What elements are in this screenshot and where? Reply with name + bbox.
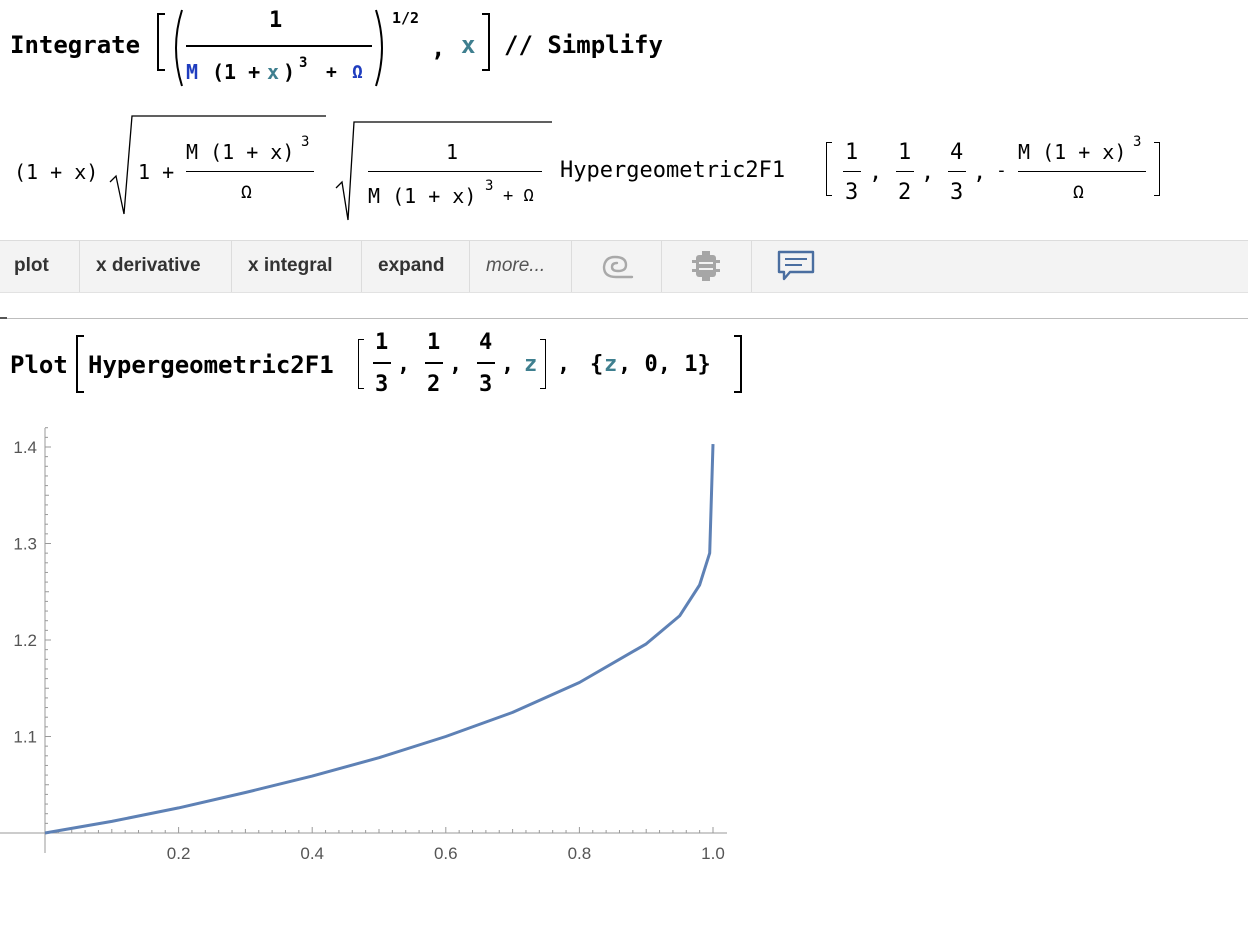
hyper-open-bracket: [826, 142, 832, 196]
y-tick-label: 1.4: [13, 438, 37, 457]
arg1-denominator: 3: [845, 180, 859, 205]
arg1-bar: [843, 171, 861, 172]
sqrt2-numerator: 1: [446, 140, 459, 164]
comma-1: ,: [869, 160, 883, 185]
sqrt1-denominator: Ω: [241, 182, 252, 203]
plot-arg2-denominator: 2: [427, 372, 441, 397]
plot-arg1-bar: [373, 362, 391, 364]
hypergeometric-function: Hypergeometric2F1: [560, 158, 786, 183]
plot-comma-2: ,: [449, 352, 463, 377]
x-tick-label: 1.0: [701, 844, 725, 863]
plot-arg3-denominator: 3: [479, 372, 493, 397]
minus-sign: -: [996, 160, 1007, 181]
plot-arg1-denominator: 3: [375, 372, 389, 397]
wolfram-spiral-icon: [602, 255, 634, 279]
plot-output[interactable]: 0.2 0.4 0.6 0.8 1.0 1.1 1.2 1.3 1.4: [0, 420, 760, 880]
plot-function: Plot: [10, 351, 68, 379]
x-tick-label: 0.4: [300, 844, 324, 863]
power-exponent: 1/2: [392, 9, 420, 27]
inner-open-bracket: [358, 339, 364, 389]
x-integral-button[interactable]: x integral: [232, 241, 362, 292]
sqrt-sign-2: [335, 121, 552, 221]
plot-variable: z: [524, 352, 538, 377]
plot-arg3-bar: [477, 362, 495, 364]
y-tick-label: 1.3: [13, 535, 37, 554]
plot-comma-4: ,: [557, 352, 571, 377]
plot-comma-3: ,: [501, 352, 515, 377]
integrand-numerator: 1: [269, 8, 283, 33]
plot-arg2-numerator: 1: [427, 330, 441, 355]
x-tick-label: 0.2: [167, 844, 191, 863]
denominator-plus: +: [326, 62, 337, 83]
arg3-numerator: 4: [950, 140, 964, 165]
denominator-close: ): [283, 60, 296, 84]
suggestions-bar: plot x derivative x integral expand more…: [0, 240, 1248, 293]
wolfram-spiral-button[interactable]: [572, 241, 662, 292]
sqrt1-lead: 1 +: [138, 160, 175, 184]
hyper-close-bracket: [1154, 142, 1160, 196]
sqrt1-numerator: M (1 + x): [186, 140, 295, 164]
settings-icon: [692, 251, 720, 281]
sqrt2-fraction-bar: [368, 171, 542, 172]
open-paren: [175, 9, 183, 87]
arg3-denominator: 3: [950, 180, 964, 205]
arg4-numerator: M (1 + x): [1018, 140, 1127, 164]
more-button[interactable]: more...: [470, 241, 572, 292]
arg1-numerator: 1: [845, 140, 859, 165]
plot-inner-function: Hypergeometric2F1: [88, 351, 334, 379]
arg2-numerator: 1: [898, 140, 912, 165]
plot-open-bracket: [76, 335, 84, 393]
sqrt1-fraction-bar: [186, 171, 314, 172]
x-tick-label: 0.6: [434, 844, 458, 863]
open-bracket: [157, 13, 165, 71]
cell-insertion-marker[interactable]: [0, 317, 7, 319]
plot-button[interactable]: plot: [0, 241, 80, 292]
comma-2: ,: [921, 160, 935, 185]
arg2-bar: [896, 171, 914, 172]
series-line: [44, 444, 715, 835]
range-variable: z: [604, 352, 618, 377]
cell-divider: [0, 318, 1248, 319]
arg-comma: ,: [431, 34, 446, 62]
symbol-M: M: [186, 60, 199, 84]
sqrt2-exponent: 3: [485, 178, 494, 194]
settings-button[interactable]: [662, 241, 752, 292]
factor-one-plus-x: (1 + x): [14, 160, 99, 184]
comment-icon: [777, 250, 815, 281]
symbol-x: x: [267, 60, 280, 84]
arg3-bar: [948, 171, 966, 172]
comment-button[interactable]: [752, 241, 842, 291]
integration-variable: x: [461, 31, 476, 59]
integrate-function: Integrate: [10, 31, 141, 59]
arg4-exponent: 3: [1133, 134, 1142, 150]
denominator-paren: (1 +: [212, 60, 261, 84]
sqrt-sign-1: [109, 115, 326, 215]
x-derivative-button[interactable]: x derivative: [80, 241, 232, 292]
sqrt2-denominator: M (1 + x): [368, 184, 477, 208]
plot-arg2-bar: [425, 362, 443, 364]
expand-button[interactable]: expand: [362, 241, 470, 292]
x-tick-label: 0.8: [568, 844, 592, 863]
symbol-omega: Ω: [352, 62, 363, 83]
denominator-exponent: 3: [299, 55, 308, 71]
y-tick-label: 1.2: [13, 631, 37, 650]
arg2-denominator: 2: [898, 180, 912, 205]
plot-close-bracket: [734, 335, 742, 393]
plot-arg3-numerator: 4: [479, 330, 493, 355]
sqrt2-tail: + Ω: [503, 186, 534, 206]
fraction-bar: [186, 45, 372, 47]
plot-arg1-numerator: 1: [375, 330, 389, 355]
arg4-denominator: Ω: [1073, 182, 1084, 203]
range-open: {: [590, 352, 604, 377]
y-tick-label: 1.1: [13, 728, 37, 747]
inner-close-bracket: [540, 339, 546, 389]
plot-comma-1: ,: [397, 352, 411, 377]
simplify-postfix: // Simplify: [504, 31, 663, 59]
close-paren: [375, 9, 383, 87]
sqrt1-exponent: 3: [301, 134, 310, 150]
range-bounds: , 0, 1}: [618, 352, 711, 377]
close-bracket: [482, 13, 490, 71]
comma-3: ,: [973, 160, 987, 185]
arg4-bar: [1018, 171, 1146, 172]
